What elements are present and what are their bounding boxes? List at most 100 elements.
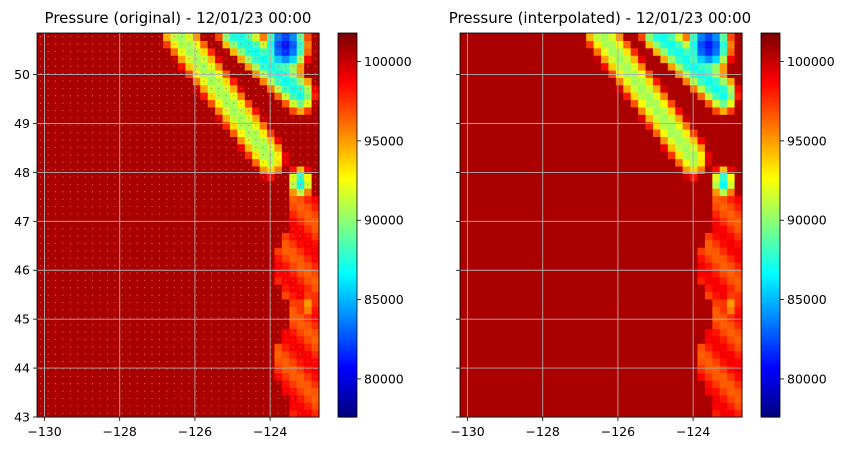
sample-point xyxy=(277,169,279,171)
heatmap-cell xyxy=(712,350,721,359)
heatmap-cell xyxy=(667,343,676,352)
sample-point xyxy=(307,139,309,141)
sample-point xyxy=(121,176,123,178)
heatmap-cell xyxy=(571,394,580,403)
heatmap-cell xyxy=(623,321,632,329)
sample-point xyxy=(99,257,101,259)
sample-point xyxy=(77,132,79,134)
sample-point xyxy=(114,397,116,400)
sample-point xyxy=(292,361,294,363)
sample-point xyxy=(121,95,123,97)
heatmap-cell xyxy=(623,335,632,344)
sample-point xyxy=(92,383,94,385)
heatmap-cell xyxy=(719,372,728,381)
sample-point xyxy=(233,331,235,333)
sample-point xyxy=(255,405,257,407)
heatmap-cell xyxy=(623,298,632,307)
heatmap-cell xyxy=(563,357,572,366)
heatmap-cell xyxy=(682,335,691,344)
heatmap-cell xyxy=(534,335,543,344)
heatmap-cell xyxy=(697,321,706,329)
sample-point xyxy=(136,191,138,193)
heatmap-cell xyxy=(489,284,498,293)
sample-point xyxy=(188,132,190,134)
sample-point xyxy=(92,146,94,149)
sample-point xyxy=(40,375,42,377)
heatmap-cell xyxy=(489,247,498,256)
heatmap-cell xyxy=(630,357,639,366)
sample-point xyxy=(54,250,57,252)
sample-point xyxy=(99,80,101,82)
heatmap-cell xyxy=(660,306,669,315)
sample-point xyxy=(129,95,131,97)
sample-point xyxy=(114,124,116,126)
sample-point xyxy=(225,294,227,296)
heatmap-cell xyxy=(645,328,654,337)
heatmap-cell xyxy=(608,328,617,337)
heatmap-cell xyxy=(511,357,520,366)
sample-point xyxy=(129,117,131,119)
heatmap-cell xyxy=(586,306,595,315)
heatmap-cell xyxy=(697,350,706,359)
sample-point xyxy=(299,235,302,237)
sample-point xyxy=(255,102,257,104)
sample-point xyxy=(166,205,168,208)
heatmap-cell xyxy=(571,343,580,352)
sample-point xyxy=(188,279,190,281)
heatmap-cell xyxy=(526,269,535,278)
sample-point xyxy=(285,73,287,75)
heatmap-cell xyxy=(489,298,498,307)
colorbar-segment xyxy=(338,336,357,340)
sample-point xyxy=(47,95,49,97)
sample-point xyxy=(203,102,205,104)
sample-point xyxy=(307,117,309,119)
sample-point xyxy=(181,309,183,311)
heatmap-cell xyxy=(615,409,624,418)
heatmap-cell xyxy=(704,357,713,366)
sample-point xyxy=(195,183,198,185)
heatmap-cell xyxy=(727,313,736,322)
sample-point xyxy=(69,353,71,355)
sample-point xyxy=(136,228,138,230)
sample-point xyxy=(314,205,316,208)
colorbar-segment xyxy=(338,123,357,127)
sample-point xyxy=(69,294,71,296)
colorbar-segment xyxy=(338,357,357,361)
heatmap-cell xyxy=(630,321,639,329)
sample-point xyxy=(166,242,168,245)
sample-point xyxy=(121,139,123,141)
sample-point xyxy=(314,102,316,104)
sample-point xyxy=(106,87,109,89)
heatmap-cell xyxy=(652,357,661,366)
sample-point xyxy=(292,338,294,341)
heatmap-cell xyxy=(697,284,706,293)
sample-point xyxy=(47,43,49,45)
sample-point xyxy=(54,228,57,230)
sample-point xyxy=(151,250,153,252)
sample-point xyxy=(92,228,94,230)
sample-point xyxy=(225,198,227,200)
sample-point xyxy=(292,58,294,60)
sample-point xyxy=(54,287,57,289)
sample-point xyxy=(99,235,101,237)
sample-point xyxy=(292,154,294,156)
sample-point xyxy=(203,412,205,414)
sample-point xyxy=(166,154,168,156)
sample-point xyxy=(62,235,64,237)
sample-point xyxy=(240,301,242,304)
sample-point xyxy=(69,301,71,304)
heatmap-cell xyxy=(727,254,736,263)
heatmap-cell xyxy=(563,261,572,270)
sample-point xyxy=(285,338,287,341)
heatmap-cell xyxy=(623,284,632,293)
sample-point xyxy=(210,346,212,348)
sample-point xyxy=(277,368,279,370)
sample-point xyxy=(225,324,227,326)
sample-point xyxy=(225,205,227,208)
heatmap-cell xyxy=(460,372,469,381)
sample-point xyxy=(233,117,235,119)
sample-point xyxy=(307,176,309,178)
heatmap-cell xyxy=(615,357,624,366)
sample-point xyxy=(166,346,168,348)
colorbar-segment xyxy=(338,183,357,187)
